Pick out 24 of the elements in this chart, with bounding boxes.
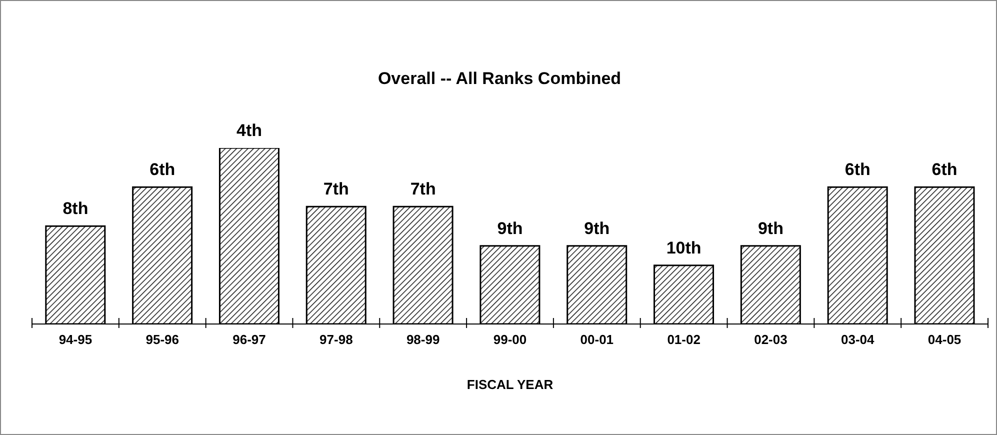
x-tick-label: 02-03: [754, 332, 788, 347]
annotation: 9th: [584, 218, 610, 238]
annotation: 10th: [666, 238, 702, 258]
x-tick-label: 95-96: [146, 332, 179, 347]
x-tick-label: 00-01: [580, 332, 614, 347]
x-tick-label: 98-99: [406, 332, 440, 347]
annotation: 7th: [323, 180, 349, 199]
x-tick-label: 01-02: [667, 332, 700, 347]
chart-title: Overall -- All Ranks Combined: [376, 69, 622, 89]
x-tick-label: 99-00: [493, 332, 527, 347]
annotation: 8th: [62, 199, 88, 218]
annotation: 4th: [236, 121, 262, 140]
x-tick-label: 04-05: [928, 332, 962, 347]
x-tick-label: 03-04: [841, 332, 876, 347]
x-tick-label: 96-97: [232, 332, 266, 347]
annotation: 9th: [497, 218, 523, 238]
annotation: 6th: [844, 160, 870, 180]
annotation: 6th: [932, 160, 958, 180]
x-tick-label: 94-95: [58, 332, 92, 347]
annotation: 6th: [150, 160, 176, 180]
x-axis-title: FISCAL YEAR: [466, 377, 554, 392]
annotation: 9th: [758, 218, 784, 238]
annotation: 7th: [410, 180, 436, 199]
x-tick-label: 97-98: [320, 332, 353, 347]
